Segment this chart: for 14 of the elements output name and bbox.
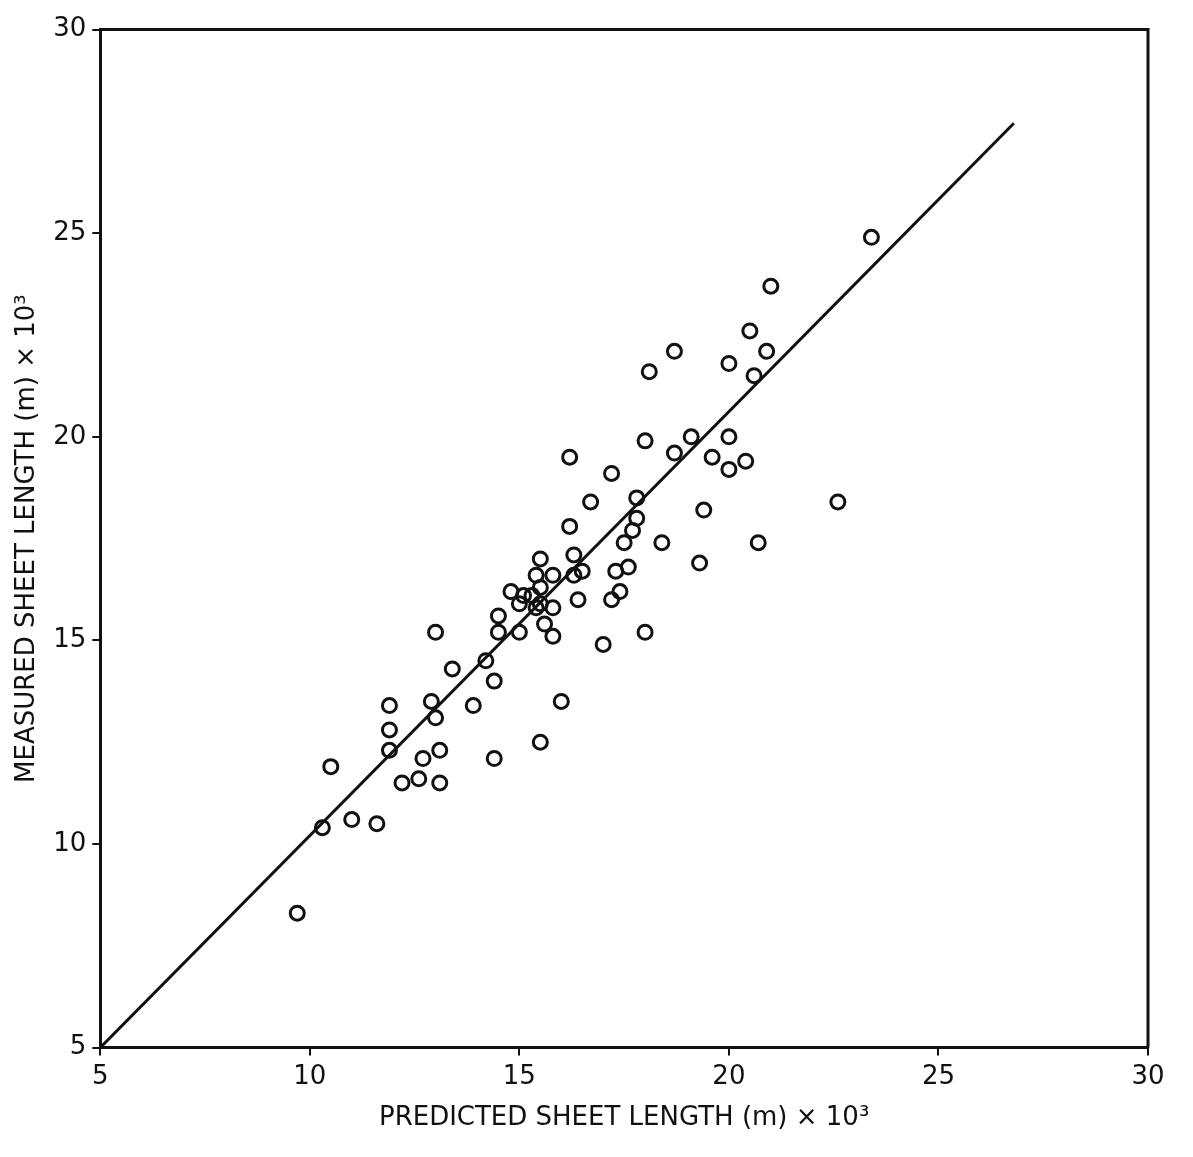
y-axis-title: MEASURED SHEET LENGTH (m) × 10³ [10,294,41,783]
y-tick-label: 15 [53,623,87,654]
x-tick-label: 25 [921,1059,955,1090]
y-tick-label: 20 [53,419,87,450]
x-tick-label: 20 [712,1059,746,1090]
x-tick-label: 10 [293,1059,327,1090]
y-tick-label: 5 [69,1030,87,1061]
x-tick-label: 15 [502,1059,536,1090]
y-tick-label: 25 [53,215,87,246]
y-tick-label: 10 [53,826,87,857]
x-axis-title: PREDICTED SHEET LENGTH (m) × 10³ [378,1101,870,1132]
y-tick-label: 30 [53,12,87,43]
x-tick-label: 5 [92,1059,109,1090]
x-tick-label: 30 [1131,1059,1165,1090]
